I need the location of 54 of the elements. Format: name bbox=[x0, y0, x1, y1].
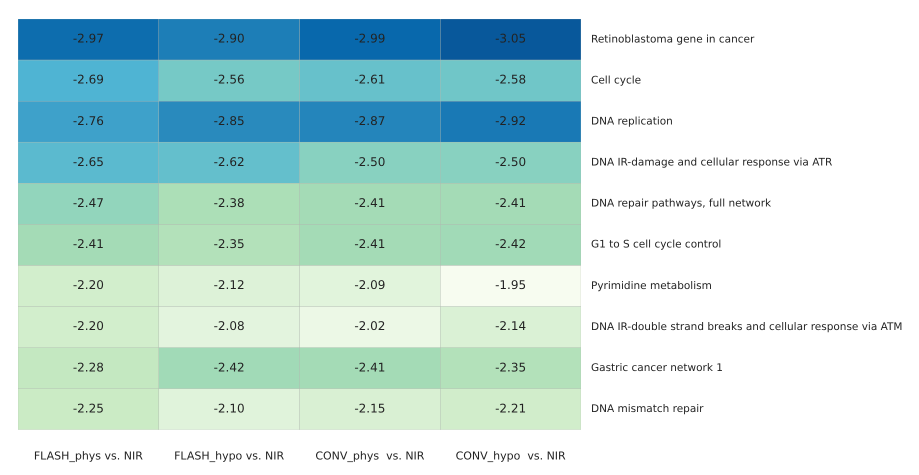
data-label: -2.76 bbox=[72, 114, 104, 128]
data-label: -2.10 bbox=[214, 401, 245, 416]
y-tick-label: DNA repair pathways, full network bbox=[591, 198, 772, 210]
data-label: -2.87 bbox=[354, 114, 386, 128]
data-label: -2.15 bbox=[354, 401, 386, 416]
data-label: -2.47 bbox=[72, 196, 104, 210]
x-tick-label: CONV_hypo vs. NIR bbox=[456, 449, 566, 462]
data-label: -2.99 bbox=[354, 32, 386, 46]
data-label: -2.61 bbox=[354, 72, 386, 87]
data-label: -1.95 bbox=[495, 278, 526, 292]
data-label: -2.41 bbox=[72, 237, 104, 252]
y-tick-label: DNA IR-double strand breaks and cellular response via ATM bbox=[591, 320, 902, 333]
data-label: -2.38 bbox=[214, 196, 245, 210]
y-tick-label: DNA IR-damage and cellular response via ATR bbox=[591, 156, 832, 169]
data-label: -2.92 bbox=[495, 114, 526, 128]
data-label: -2.28 bbox=[72, 360, 104, 374]
data-label: -2.69 bbox=[72, 72, 104, 87]
data-label: -2.08 bbox=[214, 319, 245, 334]
data-label: -2.20 bbox=[72, 278, 104, 292]
y-tick-label: DNA mismatch repair bbox=[591, 402, 704, 415]
data-label: -2.41 bbox=[495, 196, 526, 210]
data-label: -2.97 bbox=[72, 32, 104, 46]
data-label: -2.65 bbox=[72, 154, 104, 169]
data-label: -2.12 bbox=[214, 278, 245, 292]
data-label: -2.09 bbox=[354, 278, 386, 292]
y-tick-label: G1 to S cell cycle control bbox=[591, 238, 722, 251]
data-label: -2.58 bbox=[495, 72, 526, 87]
data-label: -2.35 bbox=[495, 360, 526, 374]
data-label: -2.85 bbox=[214, 114, 245, 128]
data-label: -2.20 bbox=[72, 319, 104, 334]
data-label: -2.21 bbox=[495, 401, 526, 416]
data-label: -2.02 bbox=[354, 319, 386, 334]
data-label: -2.41 bbox=[354, 237, 386, 252]
y-tick-label: Cell cycle bbox=[591, 74, 642, 86]
y-tick-label: Pyrimidine metabolism bbox=[591, 280, 712, 292]
data-label: -2.25 bbox=[72, 401, 104, 416]
data-label: -2.50 bbox=[495, 154, 526, 169]
data-label: -2.14 bbox=[495, 319, 526, 334]
data-label: -2.35 bbox=[214, 237, 245, 252]
x-tick-label: FLASH_phys vs. NIR bbox=[34, 449, 144, 462]
y-tick-label: Gastric cancer network 1 bbox=[591, 362, 723, 374]
data-label: -2.50 bbox=[354, 154, 386, 169]
data-label: -2.41 bbox=[354, 360, 386, 374]
y-tick-label: Retinoblastoma gene in cancer bbox=[591, 33, 756, 46]
data-label: -3.05 bbox=[495, 32, 526, 46]
data-label: -2.62 bbox=[214, 154, 245, 169]
data-label: -2.90 bbox=[214, 32, 245, 46]
data-label: -2.42 bbox=[214, 360, 245, 374]
data-label: -2.42 bbox=[495, 237, 526, 252]
x-tick-label: FLASH_hypo vs. NIR bbox=[174, 449, 284, 462]
data-label: -2.56 bbox=[214, 72, 245, 87]
x-tick-label: CONV_phys vs. NIR bbox=[315, 449, 425, 462]
y-tick-label: DNA replication bbox=[591, 115, 673, 128]
data-label: -2.41 bbox=[354, 196, 386, 210]
